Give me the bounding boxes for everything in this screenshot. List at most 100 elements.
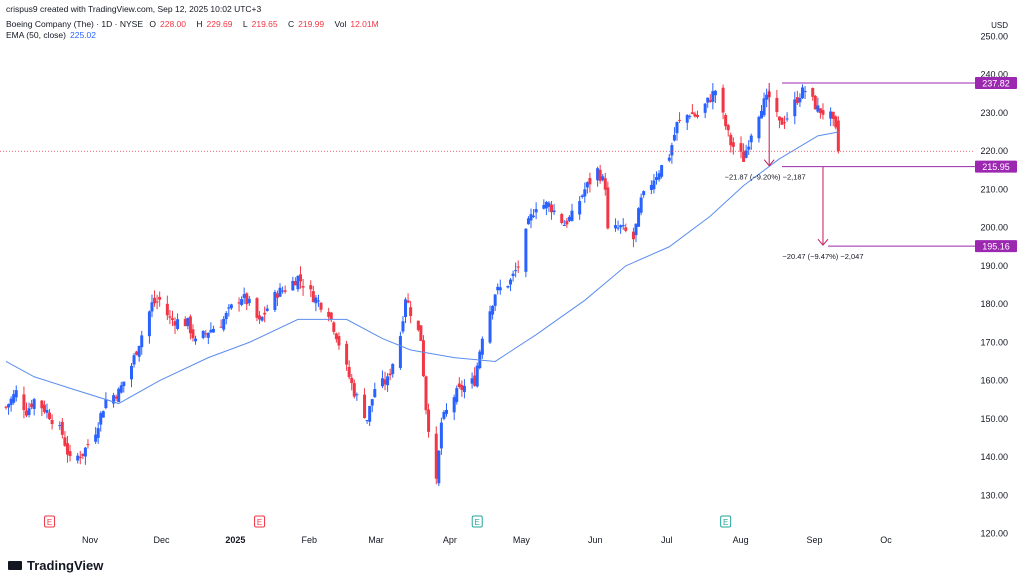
candle [78,450,82,465]
candle-body [836,120,840,152]
candle [373,382,377,398]
candle [631,227,635,248]
candle [688,114,692,120]
candle [170,310,174,327]
candle [114,394,118,402]
candle-body [655,177,659,181]
candle-body [749,135,753,143]
candle [634,223,638,243]
candle [729,132,733,153]
candle-body [798,97,802,103]
candle-body [32,399,36,409]
candle-body [350,377,354,384]
candle-body [739,143,743,152]
candle [783,115,787,129]
event-letter: E [475,518,480,527]
candle [588,172,592,193]
candle [470,372,474,389]
candle [368,405,372,426]
candle [227,304,231,317]
candle [122,381,126,393]
candle-body [818,108,822,113]
y-tick-label: 220.00 [980,146,1008,156]
candle-body [229,304,233,309]
candle [347,360,351,380]
candle-body [524,228,528,272]
candle-body [614,225,618,229]
candle-body [580,195,584,198]
candle [194,335,198,345]
y-tick-label: 210.00 [980,184,1008,194]
candle-body [155,301,159,303]
candle [263,306,267,323]
candle [211,325,215,333]
candle [427,403,431,438]
candle-body [222,318,226,330]
candle-body [112,395,116,404]
y-tick-label: 150.00 [980,414,1008,424]
x-tick-label: Jun [588,535,603,545]
candle [580,194,584,199]
candle [726,123,730,137]
candle [58,421,62,430]
price-level-label: 215.95 [982,162,1010,172]
candle-body [498,287,502,291]
candle [224,310,228,325]
measure-arrow-head [817,238,829,246]
candle-body [829,111,833,119]
candle [667,153,671,163]
candle-body [278,287,282,297]
candle-body [475,365,479,387]
candle-body [170,318,174,320]
candle-body [439,422,443,449]
candle-body [86,444,90,446]
candle-body [129,365,133,380]
candle-body [434,433,438,479]
candle-body [491,305,495,315]
candle-body [675,121,679,134]
candle [547,201,551,213]
candle [4,405,8,410]
candle-body [219,326,223,328]
candle [534,202,538,220]
candle [529,208,533,229]
candle [76,452,80,464]
candle [642,190,646,198]
candle [150,294,154,318]
x-tick-label: Dec [153,535,170,545]
y-tick-label: 180.00 [980,299,1008,309]
candle [713,89,717,103]
price-level-label: 195.16 [982,242,1010,252]
candle-body [565,220,569,225]
candle-body [258,315,262,320]
candle [552,204,556,216]
candle [42,400,46,414]
ema-legend[interactable]: EMA (50, close) 225.02 [6,30,96,40]
candle-body [30,403,34,408]
candle-body [708,99,712,102]
y-tick-label: 120.00 [980,529,1008,539]
candle [101,410,105,418]
candle [363,388,367,419]
candle [657,170,661,182]
tradingview-logo-icon [8,561,22,570]
candle-body [94,434,98,442]
low-value: 219.65 [251,19,278,29]
candle-body [711,91,715,102]
price-level-box [975,240,1017,253]
candle-body [158,296,162,300]
candle [291,276,295,292]
candle-body [783,122,787,124]
candle-body [168,316,172,318]
candle-body [621,225,625,227]
symbol-name[interactable]: Boeing Company (The) · 1D · NYSE [6,19,143,29]
candle [836,116,840,154]
candle [498,279,502,295]
candle [409,300,413,324]
candle [316,294,320,307]
y-tick-label: 230.00 [980,108,1008,118]
x-tick-label: Oc [880,535,892,545]
candle [96,422,100,444]
candle-body [296,275,300,290]
